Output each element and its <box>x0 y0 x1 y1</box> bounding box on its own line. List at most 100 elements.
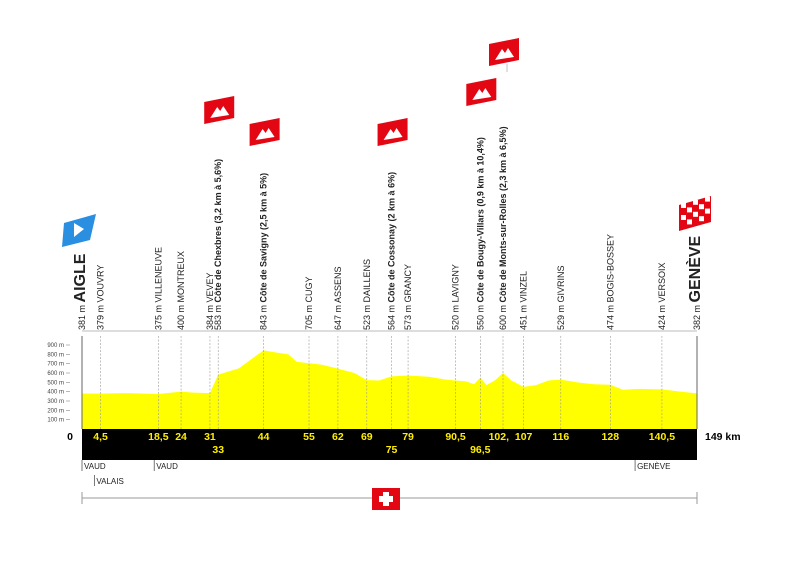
climb-flag <box>466 78 497 106</box>
y-tick-label: 200 m <box>47 408 64 414</box>
y-tick-label: 300 m <box>47 399 64 405</box>
km-label: 102, <box>489 431 510 443</box>
place-name: VOUVRY <box>96 265 106 303</box>
km-label: 4,5 <box>93 431 108 443</box>
flag-mountain <box>210 106 230 118</box>
km-label: 18,5 <box>148 431 169 443</box>
place-name: DAILLENS <box>362 259 372 303</box>
finish-check <box>699 204 704 210</box>
km-label: 62 <box>332 431 344 443</box>
place-name: CUGY <box>304 276 314 302</box>
waypoint-label: 400 m MONTREUX <box>176 251 186 330</box>
km-label: 75 <box>386 444 398 456</box>
place-name: VEVEY <box>205 272 215 302</box>
waypoint-label: 564 m Côte de Cossonay (2 km à 6%) <box>387 172 397 330</box>
km-label: 24 <box>175 431 187 443</box>
waypoint-altitude: 375 m <box>153 305 163 330</box>
flag-mountain <box>383 128 403 140</box>
finish-check <box>687 219 692 225</box>
waypoint-label: 523 m DAILLENS <box>362 259 372 330</box>
km-label: 149 km <box>705 431 741 443</box>
y-tick-label: 500 m <box>47 380 64 386</box>
waypoint-altitude: 379 m <box>96 305 106 330</box>
region-label: VAUD <box>156 462 178 471</box>
y-tick-label: 400 m <box>47 390 64 396</box>
km-label: 33 <box>212 444 224 456</box>
climb-flag <box>249 118 280 146</box>
place-name: GRANCY <box>403 264 413 303</box>
place-name: VILLENEUVE <box>153 247 163 303</box>
place-name: GENÈVE <box>685 235 704 302</box>
waypoint-label: 583 m Côte de Chexbres (3,2 km à 5,6%) <box>213 159 223 330</box>
y-tick-label: 700 m <box>47 362 64 368</box>
km-label: 69 <box>361 431 373 443</box>
climb-flag <box>204 96 235 124</box>
km-label: 128 <box>602 431 620 443</box>
km-label: 79 <box>402 431 414 443</box>
climb-name: Côte de Cossonay (2 km à 6%) <box>387 172 397 303</box>
climb-name: Côte de Monts-sur-Rolles (2,3 km à 6,5%) <box>498 126 508 302</box>
finish-check <box>699 216 704 222</box>
y-tick-label: 100 m <box>47 418 64 424</box>
place-name: AIGLE <box>72 253 89 302</box>
elevation-area <box>82 350 697 429</box>
waypoint-altitude: 381 m <box>77 305 87 330</box>
waypoint-altitude: 400 m <box>176 305 186 330</box>
waypoint-altitude: 424 m <box>657 305 667 330</box>
waypoint-label: 384 m VEVEY <box>205 272 215 330</box>
waypoint-label: 451 m VINZEL <box>519 271 529 330</box>
y-tick-label: 900 m <box>47 343 64 349</box>
km-label: 96,5 <box>470 444 491 456</box>
finish-check <box>681 203 686 208</box>
finish-check <box>693 199 698 205</box>
waypoint-altitude: 520 m <box>451 305 461 330</box>
waypoint-label: 573 m GRANCY <box>403 264 413 330</box>
km-label: 140,5 <box>649 431 675 443</box>
waypoint-label: 379 m VOUVRY <box>96 265 106 330</box>
finish-flag <box>679 196 711 231</box>
waypoint-label: 647 m ASSENS <box>333 266 343 330</box>
place-name: VERSOIX <box>657 262 667 302</box>
start-arrow <box>74 223 84 237</box>
km-label: 116 <box>552 431 569 443</box>
waypoint-label: 705 m CUGY <box>304 276 314 330</box>
region-label: GENÈVE <box>637 462 670 471</box>
waypoint-altitude: 384 m <box>205 305 215 330</box>
finish-check <box>681 215 686 220</box>
place-name: BOGIS-BOSSEY <box>605 234 615 303</box>
place-name: LAVIGNY <box>451 264 461 302</box>
waypoint-label: 843 m Côte de Savigny (2,5 km à 5%) <box>259 173 269 330</box>
y-tick-label: 600 m <box>47 371 64 377</box>
place-name: VINZEL <box>519 271 529 303</box>
climb-flag <box>489 38 520 72</box>
place-name: ASSENS <box>333 266 343 303</box>
waypoint-altitude: 600 m <box>498 305 508 330</box>
waypoint-label: 381 m AIGLE <box>72 253 89 330</box>
waypoint-altitude: 451 m <box>519 305 529 330</box>
finish-check <box>705 208 710 214</box>
flag-mountain <box>495 48 515 60</box>
climb-name: Côte de Bougy-Villars (0,9 km à 10,4%) <box>475 137 485 302</box>
km-label: 0 <box>67 431 73 443</box>
waypoint-altitude: 523 m <box>362 305 372 330</box>
waypoint-label: 520 m LAVIGNY <box>451 264 461 330</box>
km-label: 44 <box>258 431 270 443</box>
waypoint-altitude: 474 m <box>605 305 615 330</box>
region-label: VAUD <box>84 462 106 471</box>
waypoint-altitude: 382 m <box>692 305 702 330</box>
waypoint-label: 424 m VERSOIX <box>657 262 667 330</box>
climb-name: Côte de Chexbres (3,2 km à 5,6%) <box>213 159 223 303</box>
place-name: GIVRINS <box>556 265 566 302</box>
waypoint-altitude: 843 m <box>259 305 269 330</box>
distance-band <box>82 429 697 460</box>
climb-flag <box>377 118 408 146</box>
waypoint-label: 600 m Côte de Monts-sur-Rolles (2,3 km à… <box>498 126 508 330</box>
km-label: 55 <box>303 431 315 443</box>
km-label: 90,5 <box>445 431 466 443</box>
waypoint-altitude: 583 m <box>213 305 223 330</box>
flag-mountain <box>255 128 275 140</box>
swiss-flag <box>372 488 400 510</box>
climb-name: Côte de Savigny (2,5 km à 5%) <box>259 173 269 303</box>
